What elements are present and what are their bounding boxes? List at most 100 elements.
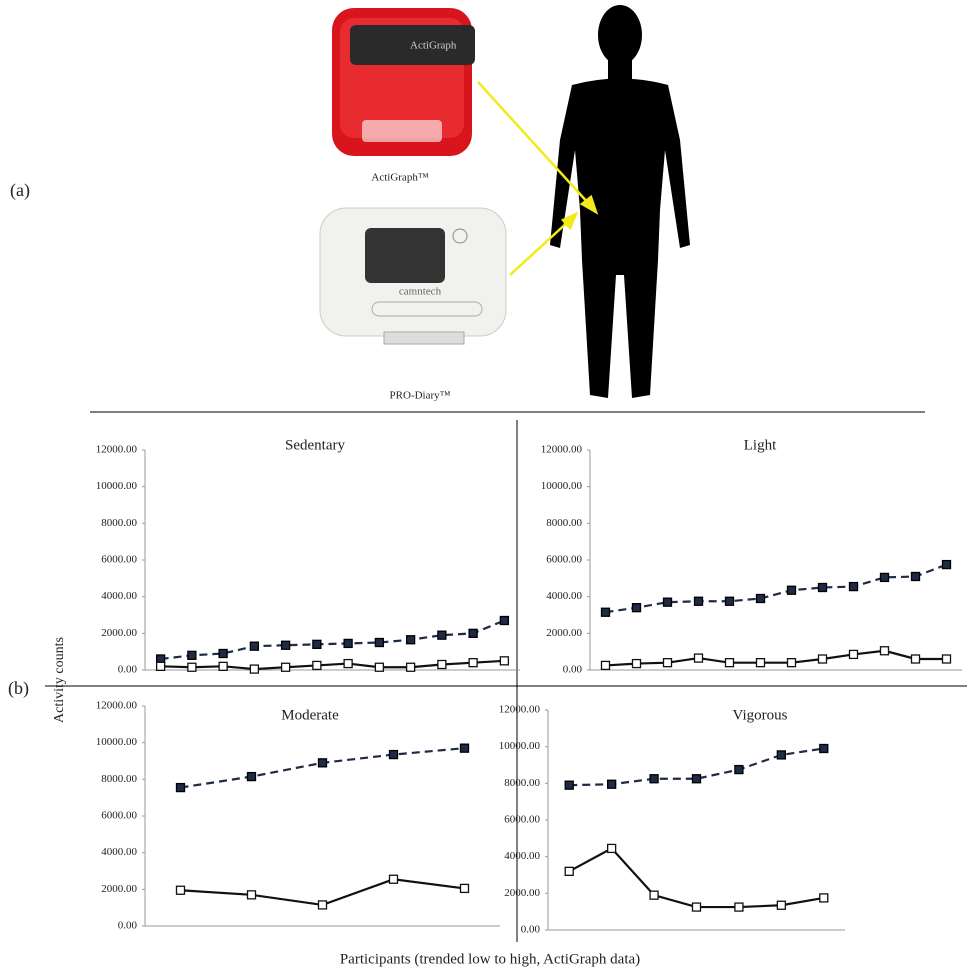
- y-tick-label: 8000.00: [101, 517, 137, 529]
- data-marker: [941, 559, 952, 570]
- data-marker: [405, 662, 416, 672]
- data-marker: [218, 648, 228, 659]
- data-marker: [848, 581, 859, 592]
- data-marker: [631, 603, 642, 613]
- data-marker: [246, 771, 257, 782]
- panel-label: (b): [8, 678, 29, 699]
- y-tick-label: 10000.00: [541, 480, 583, 492]
- data-marker: [786, 658, 797, 668]
- y-tick-label: 10000.00: [499, 740, 541, 752]
- y-axis-label: Activity counts: [52, 637, 67, 723]
- data-line: [605, 649, 947, 667]
- data-marker: [187, 662, 197, 672]
- data-marker: [459, 883, 470, 894]
- actigraph-device: ActiGraph: [332, 8, 475, 156]
- data-marker: [564, 780, 574, 790]
- data-marker: [941, 654, 952, 664]
- y-tick-label: 0.00: [118, 920, 138, 932]
- data-line: [568, 847, 824, 909]
- brand-text: camntech: [399, 286, 442, 298]
- y-tick-label: 4000.00: [546, 590, 582, 602]
- data-line: [160, 619, 505, 661]
- data-marker: [819, 893, 829, 903]
- data-marker: [468, 658, 478, 668]
- data-line: [180, 747, 465, 789]
- data-marker: [249, 641, 260, 651]
- data-line: [160, 659, 505, 671]
- data-marker: [848, 649, 859, 660]
- y-tick-label: 12000.00: [499, 704, 541, 716]
- panel-label: (a): [10, 180, 30, 201]
- data-marker: [662, 658, 673, 668]
- prodiary-device: camntech: [319, 207, 507, 345]
- y-tick-label: 2000.00: [101, 883, 137, 895]
- y-tick-label: 0.00: [521, 924, 541, 936]
- data-marker: [280, 662, 291, 672]
- data-marker: [786, 585, 797, 595]
- data-marker: [317, 758, 328, 768]
- data-marker: [879, 572, 890, 583]
- data-marker: [343, 658, 353, 669]
- data-marker: [437, 659, 447, 670]
- arrows: [477, 81, 599, 276]
- data-marker: [437, 630, 447, 640]
- data-marker: [468, 628, 478, 638]
- data-marker: [776, 900, 787, 910]
- data-marker: [312, 660, 322, 671]
- y-tick-label: 2000.00: [546, 627, 582, 639]
- y-tick-label: 6000.00: [101, 554, 137, 566]
- data-marker: [249, 664, 260, 674]
- data-marker: [693, 596, 704, 606]
- brand-text: ActiGraph: [410, 40, 457, 52]
- data-marker: [246, 890, 257, 900]
- y-tick-label: 8000.00: [101, 773, 137, 785]
- data-marker: [499, 615, 510, 626]
- data-marker: [187, 650, 197, 660]
- y-tick-label: 2000.00: [101, 627, 137, 639]
- y-tick-label: 4000.00: [101, 590, 137, 602]
- data-marker: [600, 607, 611, 617]
- y-tick-label: 8000.00: [546, 517, 582, 529]
- data-marker: [734, 902, 744, 912]
- data-marker: [606, 843, 617, 854]
- y-tick-label: 2000.00: [504, 887, 540, 899]
- y-tick-label: 6000.00: [504, 814, 540, 826]
- y-tick-label: 8000.00: [504, 777, 540, 789]
- data-marker: [459, 743, 470, 753]
- data-marker: [218, 661, 228, 671]
- data-marker: [280, 640, 291, 650]
- y-tick-label: 4000.00: [504, 850, 540, 862]
- data-marker: [388, 749, 399, 760]
- y-tick-label: 0.00: [118, 664, 138, 676]
- data-marker: [499, 656, 510, 666]
- data-marker: [910, 571, 921, 582]
- chart-title: Moderate: [281, 707, 339, 723]
- data-marker: [374, 637, 385, 648]
- data-marker: [691, 902, 702, 912]
- y-tick-label: 0.00: [563, 664, 583, 676]
- data-marker: [724, 658, 735, 668]
- data-marker: [606, 779, 617, 789]
- data-marker: [374, 662, 385, 672]
- data-marker: [693, 653, 704, 663]
- data-marker: [817, 582, 828, 593]
- data-marker: [755, 658, 766, 668]
- data-marker: [649, 890, 659, 900]
- data-marker: [724, 596, 735, 606]
- y-tick-label: 6000.00: [101, 810, 137, 822]
- data-marker: [388, 874, 399, 884]
- y-tick-label: 10000.00: [96, 736, 138, 748]
- data-marker: [317, 900, 328, 910]
- data-marker: [691, 774, 702, 784]
- data-marker: [600, 660, 611, 671]
- data-marker: [155, 661, 166, 671]
- data-marker: [312, 639, 322, 649]
- data-marker: [879, 646, 890, 656]
- data-marker: [343, 638, 353, 649]
- data-marker: [649, 774, 659, 784]
- human-silhouette: [550, 5, 690, 398]
- data-marker: [175, 782, 186, 793]
- data-line: [605, 563, 947, 614]
- device-caption: PRO-Diary™: [390, 390, 451, 402]
